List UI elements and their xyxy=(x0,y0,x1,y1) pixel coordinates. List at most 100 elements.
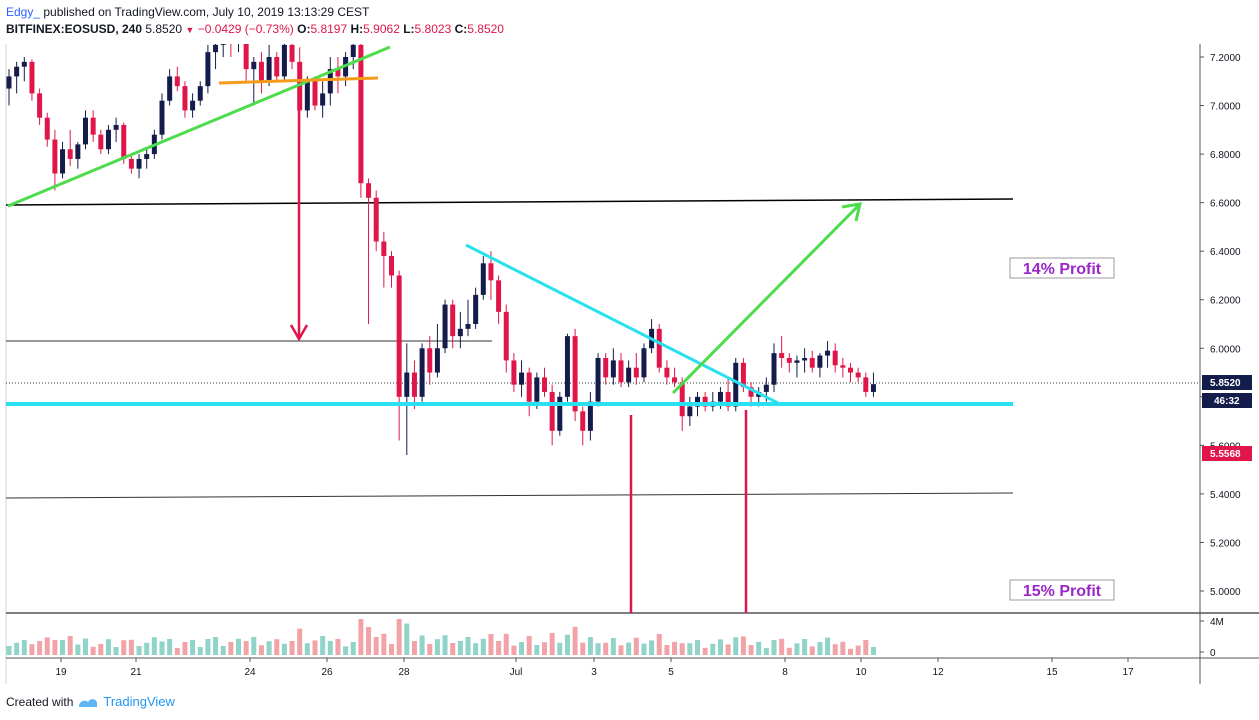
candle-down xyxy=(679,382,685,417)
volume-bar xyxy=(60,640,66,655)
candle-up xyxy=(190,100,196,111)
volume-bar xyxy=(105,639,111,655)
candle-up xyxy=(21,61,27,67)
profit-top-label: 14% Profit xyxy=(1023,261,1102,278)
candle-down xyxy=(740,362,746,388)
candle-up xyxy=(610,360,616,378)
volume-bar xyxy=(840,641,846,655)
candle-up xyxy=(519,372,525,385)
y-tick-label: 6.4000 xyxy=(1210,247,1241,258)
y-tick-label: 6.6000 xyxy=(1210,199,1241,210)
volume-bar xyxy=(396,619,402,655)
volume-bar xyxy=(44,637,50,655)
volume-bar xyxy=(641,643,647,655)
candle-up xyxy=(419,348,425,397)
candle-down xyxy=(67,149,73,159)
candle-down xyxy=(855,372,861,378)
volume-bar xyxy=(656,634,662,655)
volume-bar xyxy=(266,641,272,655)
profit-top-box xyxy=(1009,257,1115,279)
candle-up xyxy=(251,61,257,70)
tradingview-brand[interactable]: TradingView xyxy=(103,694,175,709)
volume-bar xyxy=(6,646,12,655)
low-price-badge-text: 5.5568 xyxy=(1210,449,1241,460)
candle-up xyxy=(167,76,173,101)
volume-bar xyxy=(519,642,525,655)
volume-bar xyxy=(610,638,616,655)
candle-down xyxy=(358,44,364,184)
volume-bar xyxy=(174,648,180,655)
volume-axis-label: 4M xyxy=(1210,617,1224,628)
volume-bar xyxy=(542,642,547,655)
volume-bar xyxy=(679,643,685,655)
volume-bar xyxy=(534,645,540,655)
volume-bar xyxy=(37,641,43,655)
candle-down xyxy=(44,117,50,140)
x-tick-label: 12 xyxy=(932,667,944,678)
candle-up xyxy=(83,117,88,145)
candle-up xyxy=(817,355,823,368)
last-price: 5.8520 xyxy=(145,22,183,36)
y-tick-label: 5.0000 xyxy=(1210,587,1241,598)
open-label: O: xyxy=(297,22,311,36)
last-price-badge-text: 5.8520 xyxy=(1210,378,1241,389)
candle-down xyxy=(656,328,662,368)
volume-bar xyxy=(251,637,257,655)
volume-bar xyxy=(213,637,219,655)
candle-up xyxy=(480,263,486,295)
volume-bar xyxy=(197,647,203,655)
high-label: H: xyxy=(350,22,364,36)
author-link[interactable]: Edgy_ xyxy=(6,5,41,19)
candle-up xyxy=(442,304,448,349)
volume-bar xyxy=(190,640,196,655)
candle-up xyxy=(641,348,647,378)
x-tick-label: 17 xyxy=(1122,667,1134,678)
candle-down xyxy=(381,241,387,257)
uptrend-line xyxy=(7,45,391,208)
volume-bar xyxy=(297,628,303,655)
target-arrow-head xyxy=(841,202,862,222)
x-tick-label: 15 xyxy=(1046,667,1058,678)
candle-down xyxy=(672,377,678,383)
candle-up xyxy=(557,396,563,431)
volume-bar xyxy=(488,634,494,655)
profit-bottom-box xyxy=(1009,579,1115,601)
candle-up xyxy=(75,144,81,159)
volume-bar xyxy=(220,646,226,655)
price-change: −0.0429 (−0.73%) xyxy=(197,22,294,36)
close-label: C: xyxy=(454,22,468,36)
x-tick-label: 21 xyxy=(130,667,142,678)
volume-bar xyxy=(794,643,800,655)
candle-down xyxy=(488,263,494,281)
candle-down xyxy=(580,411,586,431)
candle-up xyxy=(564,336,570,397)
volume-bar xyxy=(809,646,815,655)
volume-bar xyxy=(98,644,104,655)
volume-bar xyxy=(21,640,27,655)
x-tick-label: 5 xyxy=(668,667,674,678)
candle-up xyxy=(763,384,769,392)
symbol-label: BITFINEX:EOSUSD, 240 xyxy=(6,22,143,36)
candle-up xyxy=(197,86,203,101)
volume-bar xyxy=(848,648,853,655)
volume-bar xyxy=(144,642,150,655)
lower-level-line xyxy=(5,492,1014,499)
volume-bar xyxy=(236,638,241,655)
volume-bar xyxy=(511,645,517,655)
volume-bar xyxy=(159,641,165,655)
low-label: L: xyxy=(403,22,415,36)
volume-bar xyxy=(549,633,555,655)
volume-bar xyxy=(763,648,769,655)
volume-bar xyxy=(128,639,134,655)
volume-bar xyxy=(14,642,20,655)
volume-bar xyxy=(633,637,639,655)
volume-bar xyxy=(320,636,326,655)
volume-bar xyxy=(695,640,700,655)
volume-bar xyxy=(756,641,762,655)
candle-down xyxy=(496,280,502,312)
orange-level-line xyxy=(218,76,379,85)
candle-up xyxy=(6,76,12,89)
candle-down xyxy=(863,377,869,392)
volume-bar xyxy=(404,623,410,655)
